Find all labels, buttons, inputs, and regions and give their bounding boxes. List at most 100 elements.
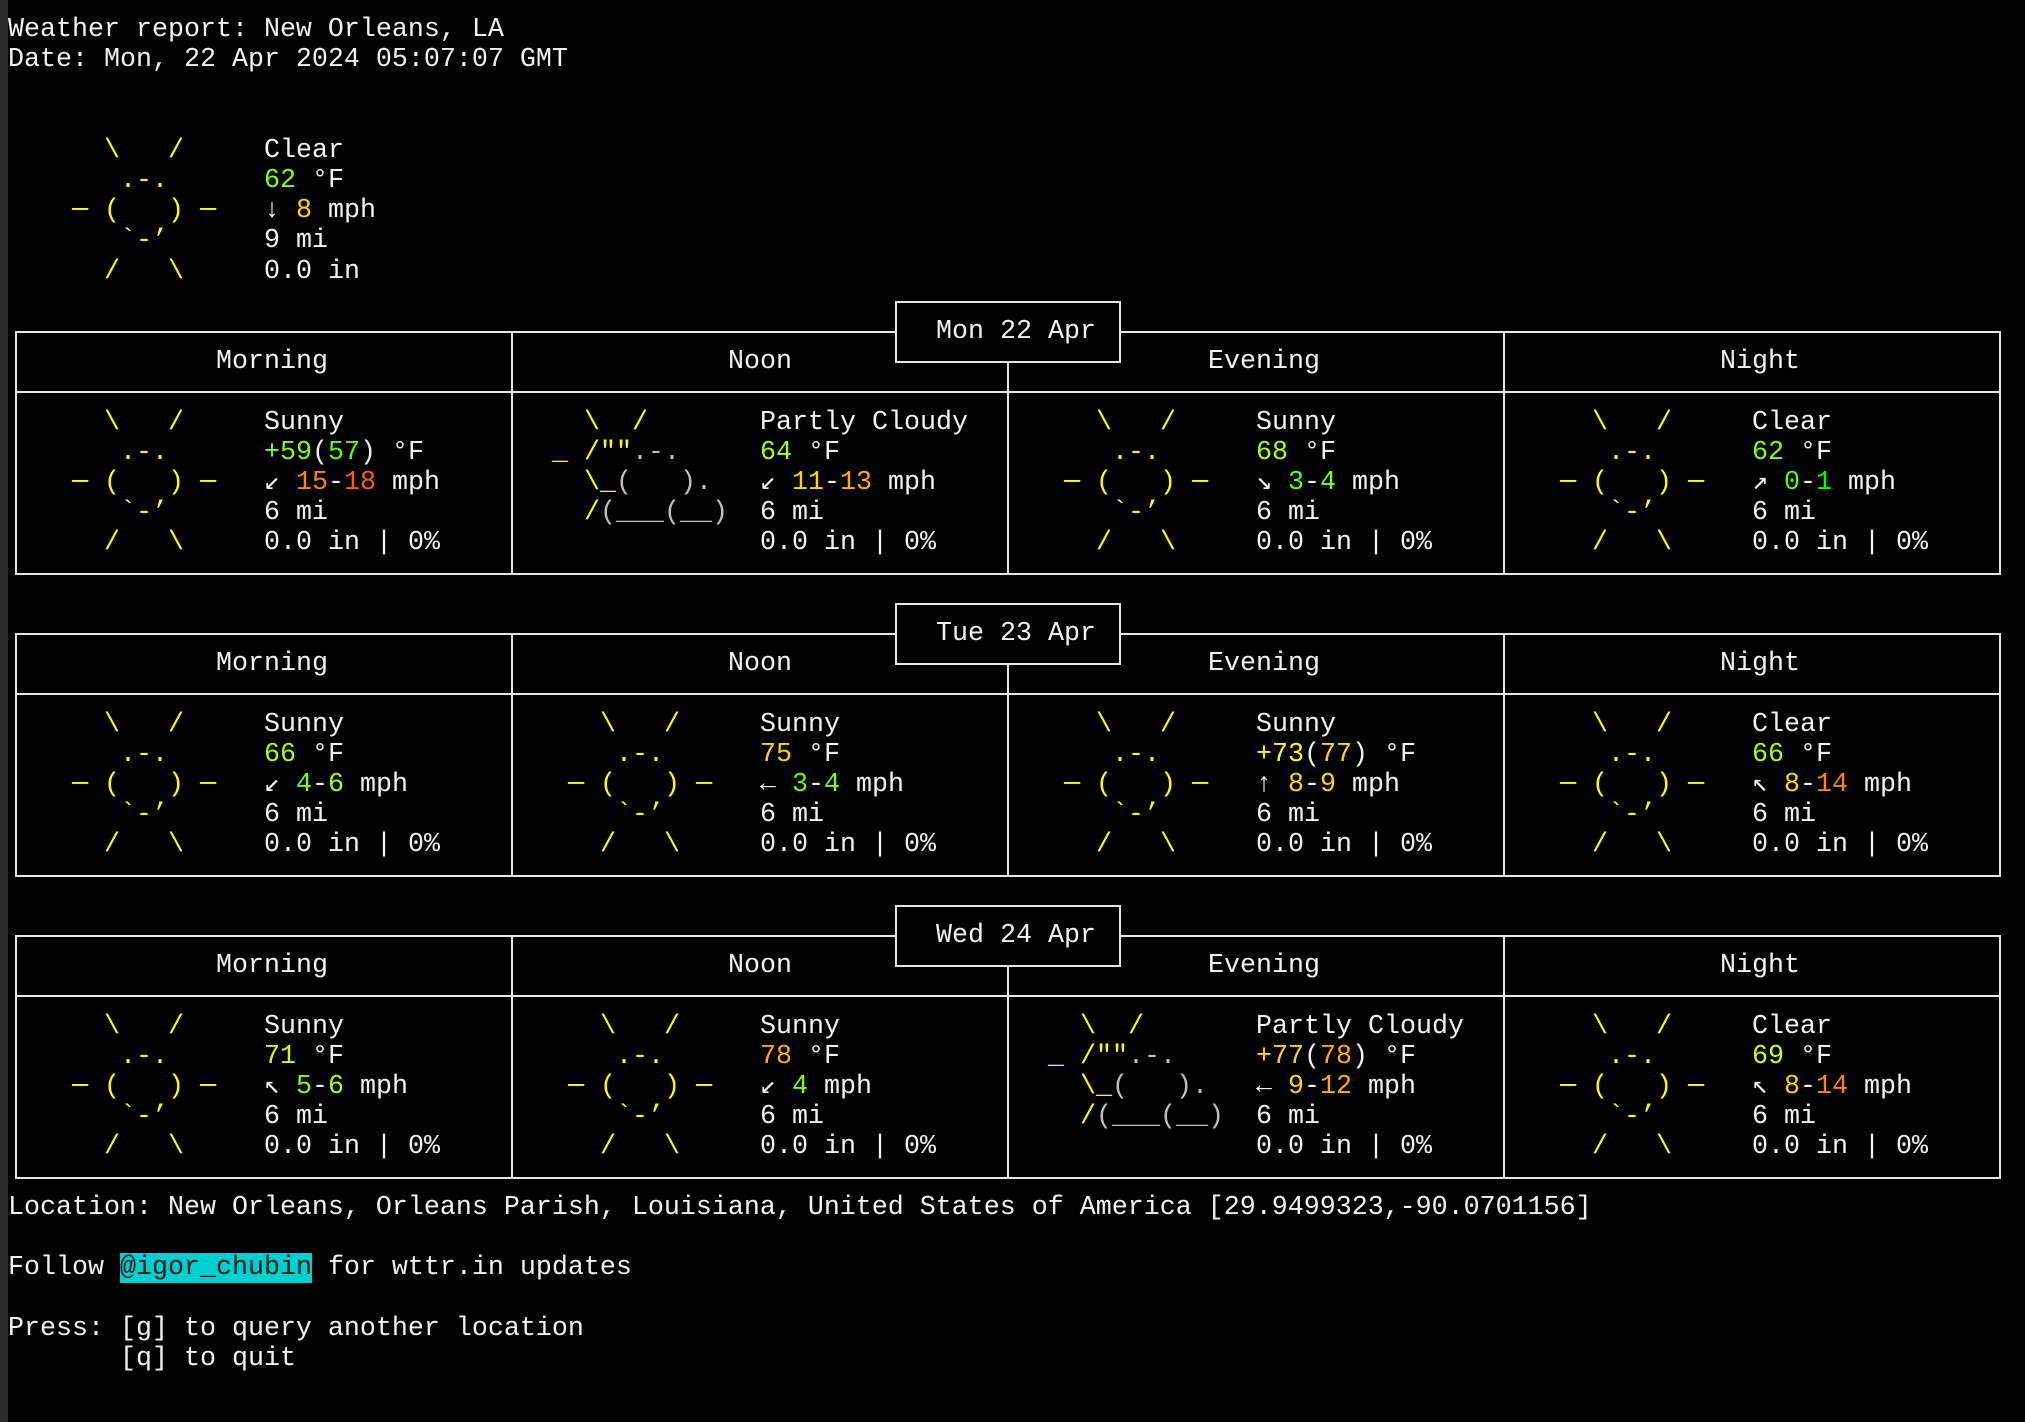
- sun-icon-part: .-.: [1032, 739, 1160, 770]
- partly-cloudy-icon: \ /: [536, 408, 648, 438]
- wind-part: ↖: [1752, 770, 1785, 800]
- partly-cloudy-icon-part: \_: [536, 468, 616, 498]
- sun-icon: / \: [40, 528, 184, 558]
- wind-part: ↗: [1752, 468, 1785, 498]
- column-divider: [1999, 633, 2001, 877]
- partly-cloudy-icon: _ /"".-.: [1032, 1042, 1176, 1072]
- visibility: 6 mi: [1256, 498, 1320, 529]
- sun-icon: ─ ( ) ─: [40, 770, 216, 800]
- sun-icon-part: / \: [40, 528, 184, 559]
- sun-icon: \ /: [1032, 710, 1176, 740]
- temperature-part: °F: [792, 437, 840, 468]
- wind: ↖ 8-14 mph: [1752, 1072, 1912, 1102]
- current-visibility: 9 mi: [264, 226, 328, 257]
- column-divider: [15, 331, 17, 575]
- sun-icon: .-.: [1528, 740, 1656, 770]
- wind-part: mph: [1832, 468, 1897, 498]
- sun-icon-part: .-.: [1528, 1041, 1656, 1072]
- temperature-part: 77: [1320, 739, 1352, 770]
- sun-icon: `-’: [40, 226, 168, 256]
- wind-part: ↙: [264, 770, 297, 800]
- sun-icon: .-.: [1032, 438, 1160, 468]
- sun-icon: .-.: [40, 1042, 168, 1072]
- wind-part: mph: [1352, 1072, 1416, 1102]
- column-divider: [511, 331, 513, 575]
- precipitation: 0.0 in | 0%: [264, 528, 440, 559]
- sun-icon: / \: [536, 830, 680, 860]
- temperature-part: °F: [296, 1041, 344, 1072]
- column-divider: [1999, 935, 2001, 1179]
- sun-icon-part: `-’: [40, 226, 168, 257]
- visibility: 6 mi: [760, 1102, 824, 1133]
- wind-part: -: [1800, 468, 1817, 498]
- wind-part: ↙: [264, 468, 297, 498]
- wind-part: mph: [1336, 468, 1401, 498]
- condition: Sunny: [264, 709, 344, 740]
- sun-icon-part: \ /: [1032, 407, 1176, 438]
- temperature-part: 71: [264, 1041, 296, 1072]
- condition: Sunny: [760, 1011, 840, 1042]
- wind-part: -: [824, 468, 841, 498]
- temperature-part: (: [1304, 1041, 1320, 1072]
- day-date: Tue 23 Apr: [936, 619, 1096, 649]
- wind-part: mph: [376, 468, 441, 498]
- wind-part: 5: [296, 1072, 313, 1102]
- partly-cloudy-icon-part: \_: [1032, 1072, 1112, 1102]
- temperature-part: °F: [1784, 437, 1832, 468]
- sun-icon-part: .-.: [40, 437, 168, 468]
- condition: Clear: [1752, 407, 1832, 438]
- partly-cloudy-icon-part: _ /"": [536, 437, 632, 468]
- period-header-night: Night: [1720, 649, 1800, 680]
- partly-cloudy-icon-part: (___(__): [600, 498, 728, 529]
- temperature: 66 °F: [1752, 740, 1832, 770]
- sun-icon-part: ─ ( ) ─: [1528, 468, 1704, 498]
- sun-icon-part: ─ ( ) ─: [40, 196, 216, 227]
- temperature: 75 °F: [760, 740, 840, 770]
- wind-part: 6: [328, 770, 345, 800]
- column-divider: [1999, 331, 2001, 575]
- sun-icon-part: / \: [536, 1132, 680, 1163]
- column-divider: [15, 633, 17, 877]
- partly-cloudy-icon-part: (___(__): [1096, 1102, 1224, 1133]
- visibility: 6 mi: [1752, 498, 1816, 529]
- period-header-night: Night: [1720, 951, 1800, 982]
- visibility: 6 mi: [760, 498, 824, 529]
- sun-icon: ─ ( ) ─: [1528, 770, 1704, 800]
- temperature-part: +73: [1256, 739, 1304, 770]
- sun-icon-part: \ /: [1528, 407, 1672, 438]
- temperature-part: 75: [760, 739, 792, 770]
- location-line: Location: New Orleans, Orleans Parish, L…: [8, 1192, 1592, 1223]
- twitter-handle-link[interactable]: @igor_chubin: [119, 1253, 312, 1284]
- sun-icon: / \: [40, 830, 184, 860]
- current-temperature: 62 °F: [264, 166, 344, 196]
- partly-cloudy-icon-part: /: [1032, 1102, 1096, 1133]
- sun-icon: `-’: [1528, 1102, 1656, 1132]
- wind: ↙ 11-13 mph: [760, 468, 936, 498]
- sun-icon-part: ─ ( ) ─: [40, 1072, 216, 1102]
- temperature-part: °F: [1288, 437, 1336, 468]
- column-divider: [511, 633, 513, 877]
- date-box-bg: [896, 603, 1120, 665]
- wind-part: 11: [792, 468, 825, 498]
- wind-part: -: [808, 770, 824, 800]
- wind-part: 4: [792, 1072, 809, 1102]
- date-box-top: [895, 904, 1121, 907]
- period-header-morning: Morning: [216, 951, 328, 982]
- report-title: Weather report: New Orleans, LA: [8, 15, 504, 45]
- sun-icon-part: `-’: [536, 1102, 664, 1133]
- temperature-part: ) °F: [1352, 1041, 1416, 1072]
- wind-part: -: [328, 468, 345, 498]
- sun-icon: .-.: [40, 438, 168, 468]
- sun-icon: .-.: [536, 740, 664, 770]
- sun-icon-part: .-.: [40, 1041, 168, 1072]
- sun-icon-part: \ /: [40, 407, 184, 438]
- temperature-part: +77: [1256, 1041, 1304, 1072]
- wind-part: ←: [760, 770, 792, 800]
- sun-icon-part: .-.: [536, 1041, 664, 1072]
- precipitation: 0.0 in | 0%: [760, 528, 936, 559]
- wind-part: 13: [840, 468, 873, 498]
- sun-icon-part: / \: [40, 830, 184, 861]
- visibility: 6 mi: [264, 1102, 328, 1133]
- visibility: 6 mi: [1256, 800, 1320, 831]
- temperature-part: 78: [760, 1041, 792, 1072]
